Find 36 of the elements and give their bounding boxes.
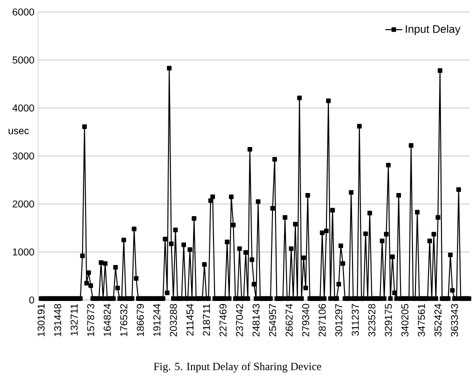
y-tick-label: 4000 (12, 104, 34, 112)
x-tick-label: 211454 (186, 304, 194, 336)
x-tick-label: 164824 (104, 304, 111, 336)
x-tick-label: 132711 (70, 304, 78, 336)
x-tick-label: 218711 (202, 304, 210, 336)
x-tick-label: 186679 (136, 304, 144, 336)
x-tick-label: 311237 (352, 304, 359, 336)
x-tick-label: 130191 (38, 304, 45, 336)
y-tick-label: 5000 (12, 56, 34, 64)
y-tick-label: 0 (29, 296, 34, 304)
x-tick-label: 329175 (384, 304, 392, 337)
x-tick-label: 287106 (318, 304, 326, 336)
x-tick-label: 203288 (170, 304, 177, 336)
x-tick-label: 347561 (418, 304, 425, 337)
y-tick-label: 2000 (12, 200, 34, 208)
y-tick-label: 3000 (12, 152, 34, 160)
x-tick-label: 340205 (401, 304, 408, 337)
x-tick-label: 279340 (302, 304, 310, 336)
x-tick-label: 352424 (434, 304, 442, 337)
x-tick-label: 248143 (252, 304, 260, 336)
x-tick-label: 266274 (286, 304, 293, 336)
y-tick-label: 6000 (12, 8, 34, 16)
x-tick-label: 254957 (269, 304, 276, 336)
y-axis-title: usec (8, 128, 29, 134)
x-tick-label: 176532 (120, 304, 128, 336)
x-tick-label: 191244 (153, 304, 160, 336)
x-tick-label: 363343 (450, 304, 458, 337)
caption: Fig. 5. Input Delay of Sharing Device (154, 362, 322, 372)
x-tick-label: 301297 (335, 304, 342, 337)
x-tick-label: 323528 (368, 304, 376, 337)
x-tick-label: 237042 (236, 304, 244, 336)
x-tick-label: 131448 (54, 304, 62, 336)
legend-label: Input Delay (406, 24, 460, 36)
x-tick-label: 227469 (219, 304, 227, 336)
y-tick-label: 1000 (12, 248, 34, 256)
x-tick-label: 157873 (87, 304, 94, 336)
